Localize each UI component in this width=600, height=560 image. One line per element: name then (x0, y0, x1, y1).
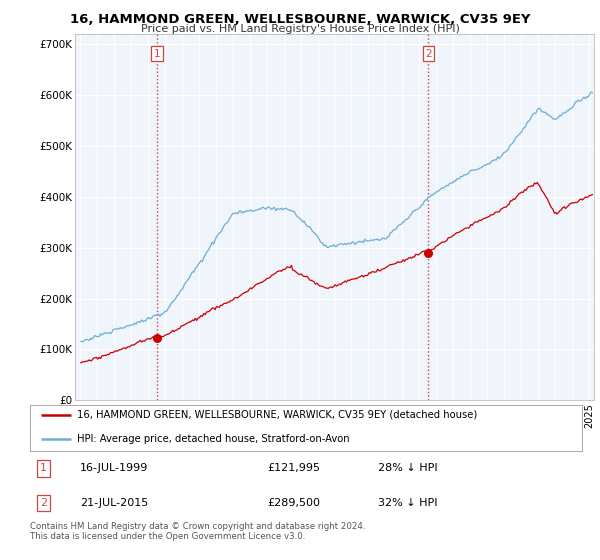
Text: 16-JUL-1999: 16-JUL-1999 (80, 464, 148, 473)
Text: 2: 2 (40, 498, 47, 508)
Text: HPI: Average price, detached house, Stratford-on-Avon: HPI: Average price, detached house, Stra… (77, 435, 350, 444)
Text: Price paid vs. HM Land Registry's House Price Index (HPI): Price paid vs. HM Land Registry's House … (140, 24, 460, 34)
Text: £121,995: £121,995 (268, 464, 320, 473)
Text: 28% ↓ HPI: 28% ↓ HPI (378, 464, 437, 473)
Text: £289,500: £289,500 (268, 498, 320, 508)
Text: 1: 1 (40, 464, 47, 473)
Text: 2: 2 (425, 49, 432, 59)
Text: 16, HAMMOND GREEN, WELLESBOURNE, WARWICK, CV35 9EY (detached house): 16, HAMMOND GREEN, WELLESBOURNE, WARWICK… (77, 410, 477, 420)
Text: 32% ↓ HPI: 32% ↓ HPI (378, 498, 437, 508)
Text: 16, HAMMOND GREEN, WELLESBOURNE, WARWICK, CV35 9EY: 16, HAMMOND GREEN, WELLESBOURNE, WARWICK… (70, 13, 530, 26)
Text: Contains HM Land Registry data © Crown copyright and database right 2024.
This d: Contains HM Land Registry data © Crown c… (30, 522, 365, 542)
Text: 1: 1 (154, 49, 160, 59)
Text: 21-JUL-2015: 21-JUL-2015 (80, 498, 148, 508)
